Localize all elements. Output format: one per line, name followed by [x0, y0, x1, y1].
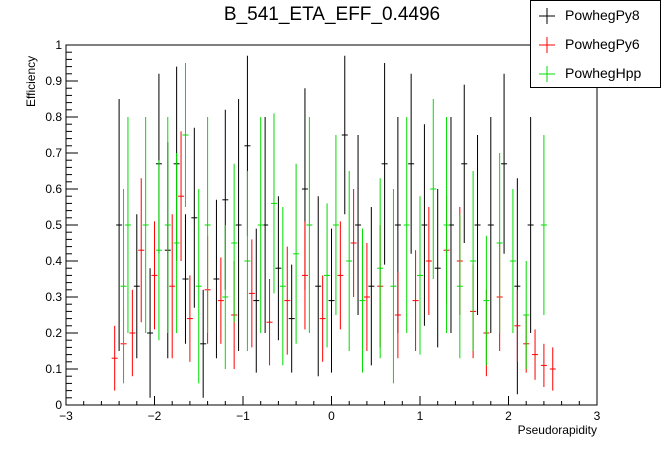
- y-tick-label: 0.8: [45, 110, 62, 124]
- y-tick-label: 0.1: [45, 362, 62, 376]
- data-marks: [111, 55, 556, 398]
- series-powhegpy8: [116, 55, 534, 398]
- chart-title: B_541_ETA_EFF_0.4496: [223, 4, 441, 25]
- x-tick-label: −3: [59, 409, 73, 423]
- legend: PowhegPy8 PowhegPy6 PowhegHpp: [530, 0, 661, 88]
- legend-marker-powhegpy6: [539, 37, 555, 53]
- legend-label-powheghpp: PowhegHpp: [565, 65, 642, 81]
- legend-item-powheghpp: PowhegHpp: [531, 61, 660, 87]
- series-powhegpy6: [111, 131, 556, 391]
- legend-label-powhegpy6: PowhegPy6: [565, 36, 640, 52]
- y-tick-label: 0.4: [45, 254, 62, 268]
- legend-item-powhegpy6: PowhegPy6: [531, 32, 660, 58]
- y-tick-label: 0.3: [45, 290, 62, 304]
- axes: −3 −2 −1 0 1 2 3 0 0.1 0.2 0.3 0.4 0.5 0.6 0.7 0.8 0.9 1: [45, 38, 600, 423]
- x-tick-label: 0: [328, 409, 335, 423]
- legend-item-powhegpy8: PowhegPy8: [531, 3, 660, 29]
- legend-label-powhegpy8: PowhegPy8: [565, 7, 640, 23]
- y-tick-label: 0: [55, 398, 62, 412]
- x-tick-label: −2: [148, 409, 162, 423]
- x-axis-label: Pseudorapidity: [518, 423, 597, 437]
- y-tick-label: 0.6: [45, 182, 62, 196]
- x-tick-label: 2: [505, 409, 512, 423]
- y-axis-label: Efficiency: [24, 56, 38, 107]
- legend-marker-powheghpp: [539, 66, 555, 82]
- series-powheghpp: [120, 63, 547, 384]
- x-tick-label: −1: [236, 409, 250, 423]
- legend-marker-powhegpy8: [539, 8, 555, 24]
- y-tick-label: 0.7: [45, 146, 62, 160]
- x-tick-label: 3: [594, 409, 601, 423]
- y-tick-label: 0.5: [45, 218, 62, 232]
- y-tick-label: 0.9: [45, 74, 62, 88]
- y-tick-label: 0.2: [45, 326, 62, 340]
- y-tick-label: 1: [55, 38, 62, 52]
- x-tick-label: 1: [417, 409, 424, 423]
